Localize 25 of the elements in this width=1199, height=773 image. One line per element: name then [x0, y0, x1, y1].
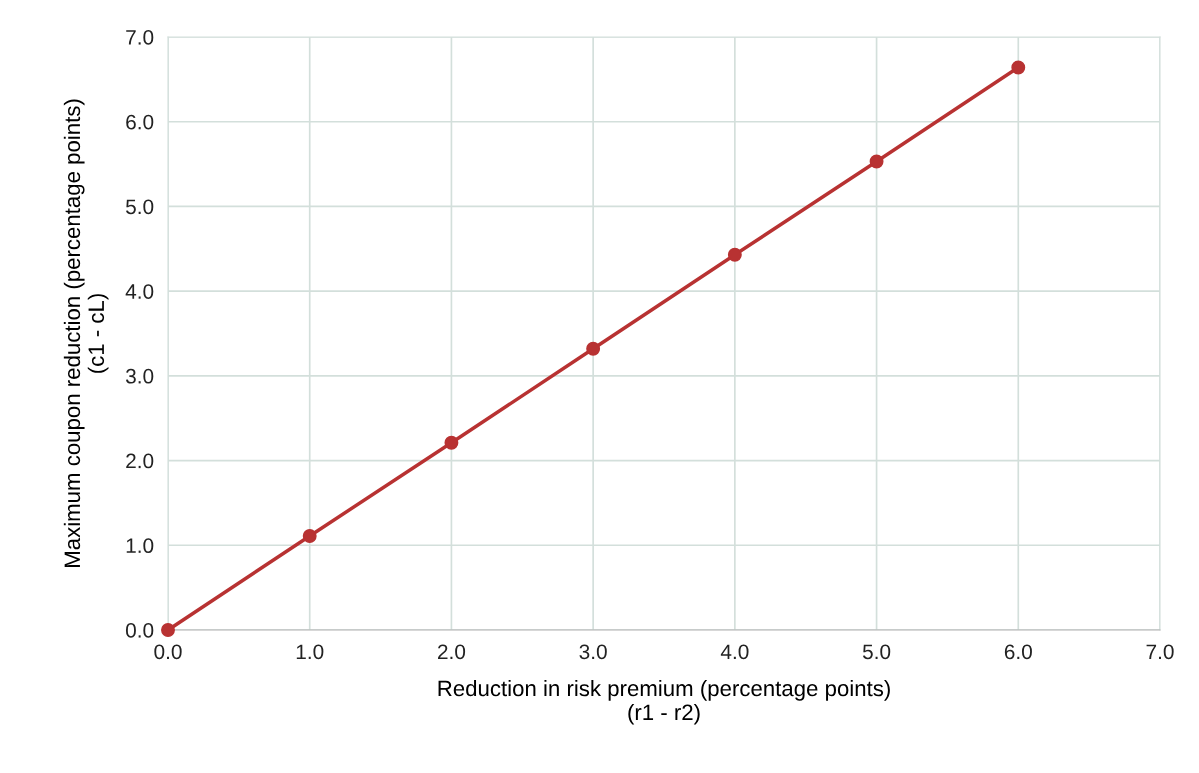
x-tick-label: 3.0	[579, 644, 607, 660]
point	[1011, 60, 1026, 75]
x-tick-label: 7.0	[1146, 644, 1174, 660]
y-axis-title: Maximum coupon reduction (percentage points) (c1 - cL)	[63, 99, 109, 567]
x-tick-label: 2.0	[438, 644, 466, 660]
y-tick-label: 6.0	[126, 114, 154, 130]
point	[586, 341, 601, 356]
y-tick-label: 1.0	[126, 538, 154, 554]
x-tick-label: 5.0	[862, 644, 891, 660]
point	[161, 623, 175, 637]
point	[869, 154, 884, 169]
point	[302, 529, 317, 543]
x-axis-title: Reduction in risk premium (percentage points) (r1 - r2)	[438, 679, 890, 725]
point	[444, 435, 459, 450]
y-tick-label: 5.0	[125, 199, 154, 215]
y-tick-label: 4.0	[125, 284, 154, 299]
y-tick-label: 0.0	[125, 623, 154, 638]
x-tick-label: 0.0	[154, 644, 182, 660]
y-tick-label: 3.0	[125, 368, 154, 384]
x-tick-label: 1.0	[296, 644, 324, 660]
x-tick-label: 4.0	[720, 644, 749, 660]
y-tick-label: 2.0	[126, 453, 154, 469]
y-tick-label: 7.0	[126, 30, 154, 45]
x-tick-label: 6.0	[1004, 644, 1032, 660]
point	[727, 247, 742, 262]
